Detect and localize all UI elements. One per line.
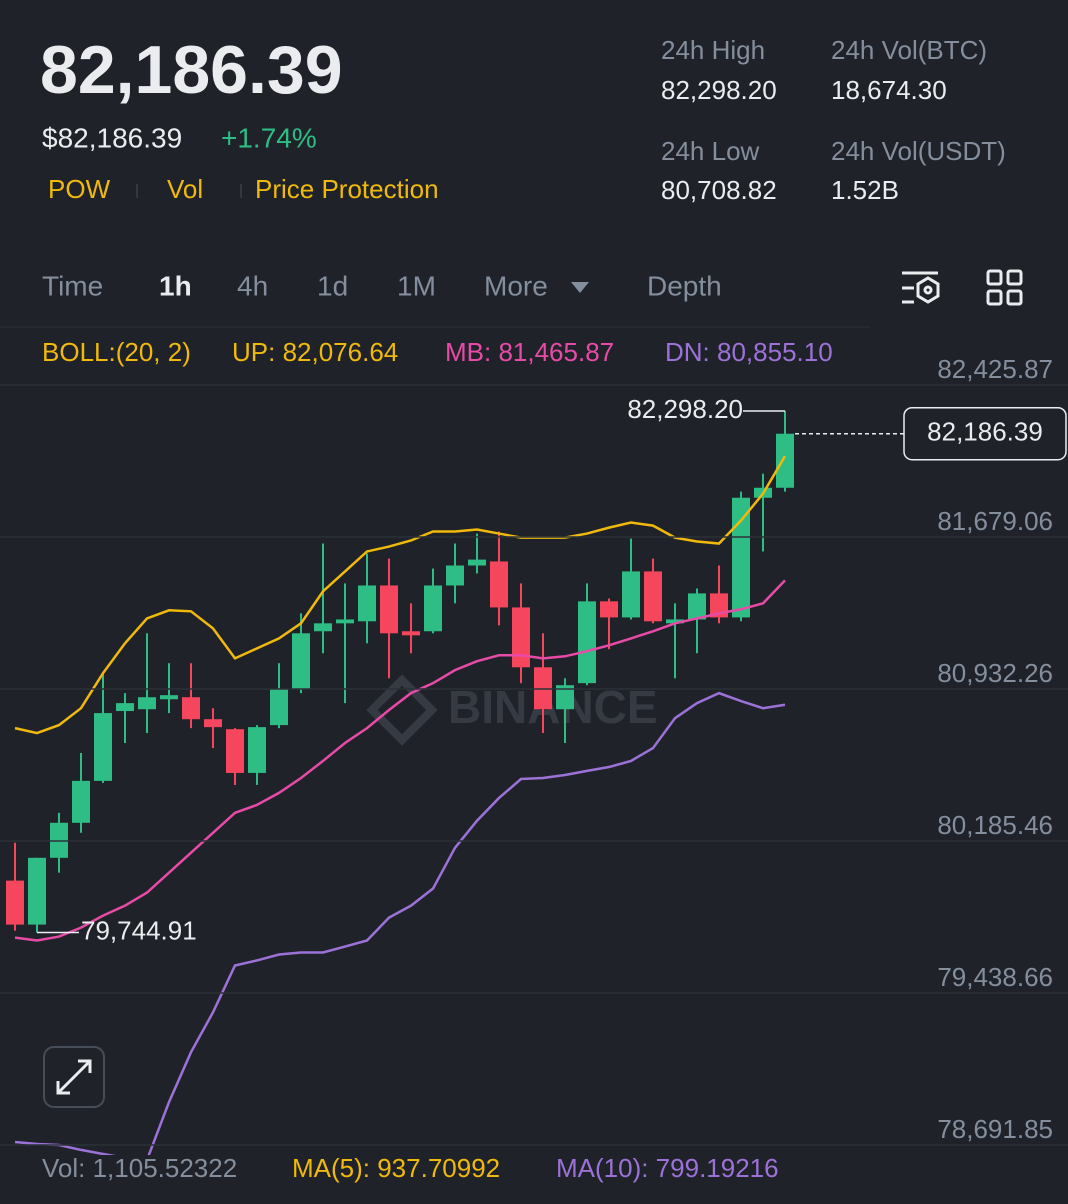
- candle-body: [28, 857, 46, 925]
- boll-line: [14, 691, 786, 1155]
- high-label: 82,298.20: [627, 394, 743, 424]
- tab[interactable]: Depth: [647, 270, 722, 301]
- candle-body: [622, 571, 640, 618]
- candle-body: [600, 601, 618, 618]
- boll-line: [14, 579, 786, 942]
- candle-body: [226, 729, 244, 773]
- change: +1.74%: [221, 122, 317, 153]
- candle-body: [402, 631, 420, 636]
- candle-body: [776, 433, 794, 488]
- y-tick-label: 78,691.85: [937, 1114, 1053, 1144]
- legend-mb: MB: 81,465.87: [445, 337, 614, 367]
- tag[interactable]: POW: [48, 174, 111, 204]
- stat-label: 24h Low: [661, 136, 760, 166]
- tab[interactable]: Time: [42, 270, 103, 301]
- candle-body: [556, 685, 574, 710]
- candle-body: [666, 619, 684, 624]
- candle-body: [116, 703, 134, 712]
- candle-body: [248, 727, 266, 773]
- ma10: MA(10): 799.19216: [556, 1153, 779, 1183]
- y-tick-label: 81,679.06: [937, 506, 1053, 536]
- candle-body: [534, 667, 552, 710]
- price: 82,186.39: [40, 32, 343, 108]
- candle-body: [314, 623, 332, 632]
- stat-value: 82,298.20: [661, 75, 777, 105]
- settings-icon[interactable]: [902, 271, 940, 304]
- indicator: BOLL:(20, 2): [42, 337, 191, 367]
- tab[interactable]: 1d: [317, 270, 348, 301]
- stat-value: 80,708.82: [661, 175, 777, 205]
- y-tick-label: 80,185.46: [937, 810, 1053, 840]
- last-price-label: 82,186.39: [927, 417, 1043, 447]
- candle-body: [6, 880, 24, 925]
- candle-body: [204, 719, 222, 728]
- legend-up: UP: 82,076.64: [232, 337, 398, 367]
- candle-body: [688, 593, 706, 620]
- stat-label: 24h High: [661, 35, 765, 65]
- stat-value: 1.52B: [831, 175, 899, 205]
- stat-label: 24h Vol(BTC): [831, 35, 987, 65]
- candle-body: [446, 565, 464, 586]
- candle-body: [292, 633, 310, 690]
- legend-dn: DN: 80,855.10: [665, 337, 833, 367]
- candle-body: [160, 695, 178, 700]
- y-tick-label: 82,425.87: [937, 354, 1053, 384]
- y-tick-label: 80,932.26: [937, 658, 1053, 688]
- candle-body: [72, 780, 90, 823]
- fiat-price: $82,186.39: [42, 122, 182, 153]
- candle-body: [358, 585, 376, 622]
- low-label: 79,744.91: [81, 915, 197, 945]
- y-tick-label: 79,438.66: [937, 962, 1053, 992]
- candle-body: [732, 497, 750, 618]
- candle-body: [490, 561, 508, 608]
- volume: Vol: 1,105.52322: [42, 1153, 237, 1183]
- candle-body: [578, 601, 596, 684]
- candle-body: [336, 619, 354, 624]
- expand-button[interactable]: [43, 1046, 105, 1108]
- candle-body: [182, 697, 200, 720]
- candle-body: [424, 585, 442, 632]
- candle-body: [270, 689, 288, 726]
- candle-body: [644, 571, 662, 622]
- candle-body: [380, 585, 398, 634]
- candle-body: [94, 713, 112, 781]
- dropdown-arrow: [571, 282, 589, 293]
- boll-line: [14, 455, 787, 735]
- candle-body: [512, 607, 530, 668]
- tab-active[interactable]: 1h: [159, 270, 192, 301]
- last-price-box: [903, 406, 1067, 461]
- tag[interactable]: Vol: [167, 174, 203, 204]
- stat-label: 24h Vol(USDT): [831, 136, 1006, 166]
- tab[interactable]: More: [484, 270, 548, 301]
- watermark: BINANCE: [366, 674, 658, 746]
- candle-body: [138, 697, 156, 710]
- layout-icon[interactable]: [986, 269, 1023, 306]
- tab[interactable]: 4h: [237, 270, 268, 301]
- candle-body: [468, 559, 486, 566]
- ma5: MA(5): 937.70992: [292, 1153, 500, 1183]
- tag[interactable]: Price Protection: [255, 174, 439, 204]
- watermark-text: BINANCE: [448, 681, 658, 733]
- plot: [6, 410, 794, 1155]
- tab[interactable]: 1M: [397, 270, 436, 301]
- stat-value: 18,674.30: [831, 75, 947, 105]
